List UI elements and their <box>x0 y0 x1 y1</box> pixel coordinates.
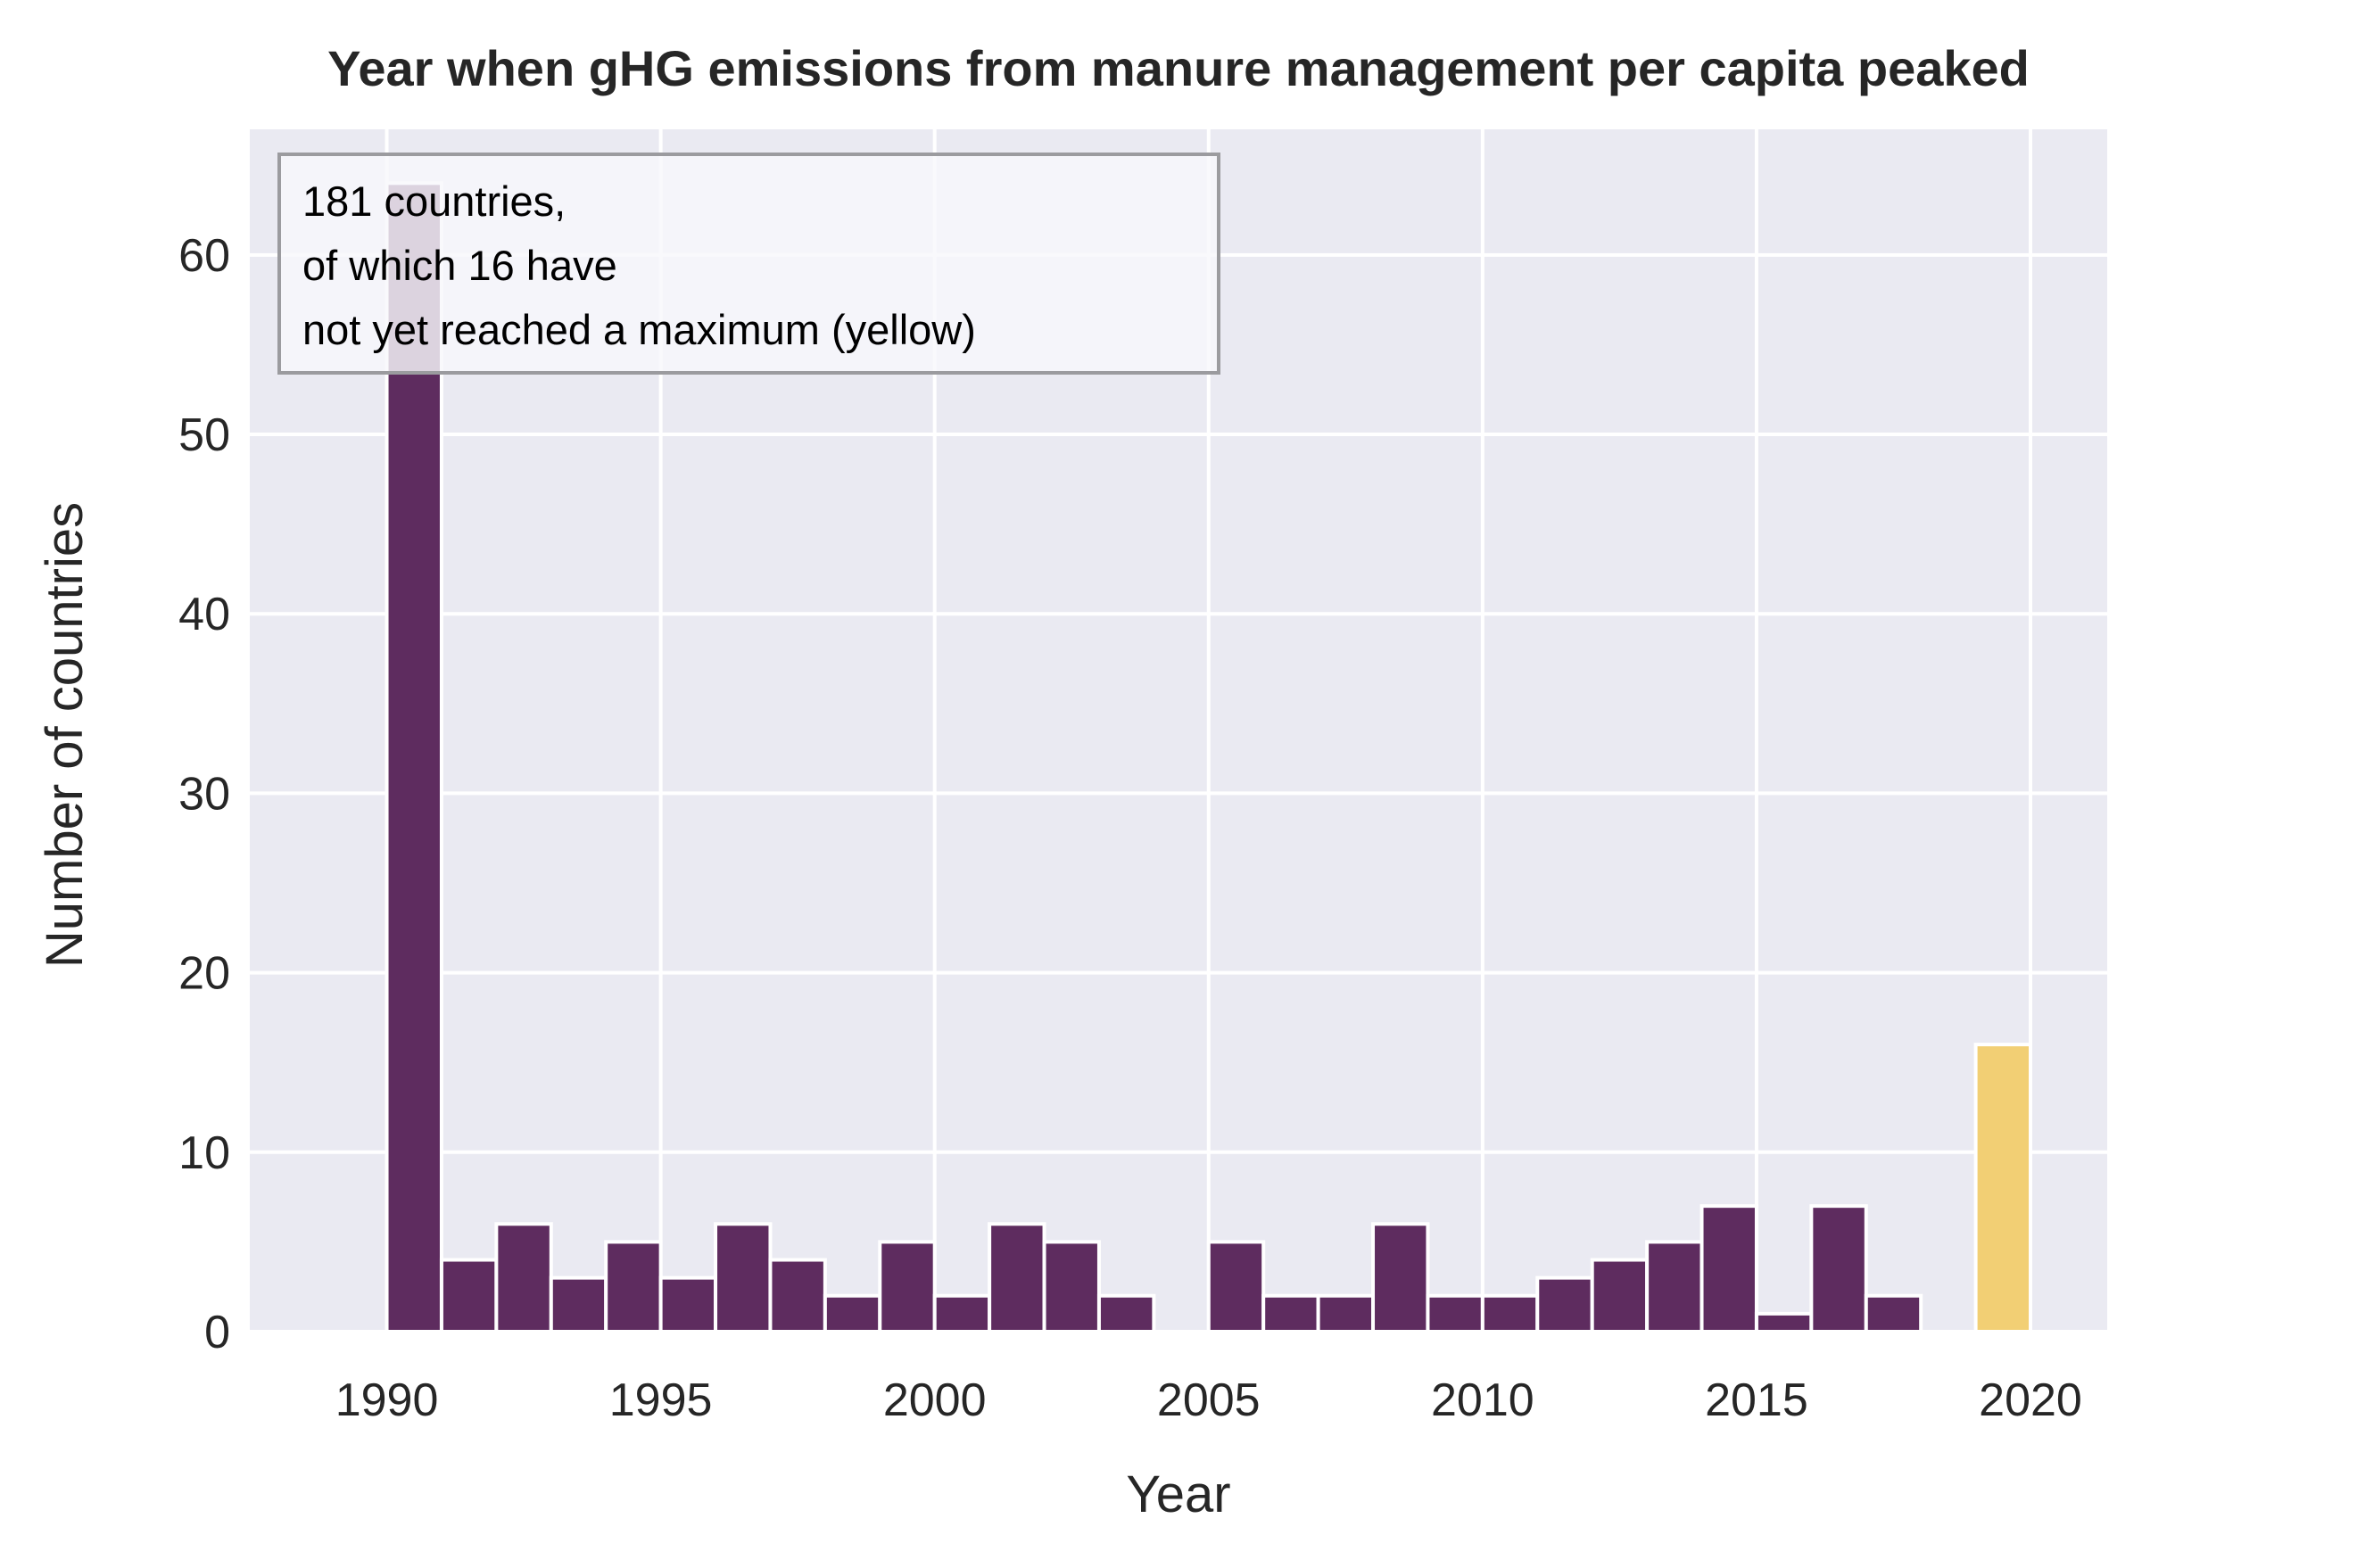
x-axis-label: Year <box>1126 1465 1230 1523</box>
histogram-bar <box>768 1258 827 1333</box>
histogram-bar <box>1809 1204 1868 1333</box>
histogram-bar <box>823 1293 882 1334</box>
x-tick-label: 2005 <box>1157 1374 1261 1426</box>
histogram-bar <box>604 1240 663 1333</box>
y-axis-label: Number of countries <box>36 502 94 968</box>
histogram-bar <box>1480 1293 1540 1334</box>
x-tick-label: 1990 <box>335 1374 439 1426</box>
tick-labels: 0 10 20 30 40 50 60 1990 1995 2000 2005 2010 2015 202… <box>178 230 2082 1426</box>
x-tick-label: 2015 <box>1705 1374 1808 1426</box>
histogram-bar <box>1042 1240 1101 1333</box>
histogram-bar-not-peaked <box>1973 1043 2033 1334</box>
histogram-bar <box>658 1275 718 1334</box>
y-tick-label: 60 <box>178 230 230 282</box>
histogram-bar <box>494 1222 553 1333</box>
annotation-box: 181 countries, of which 16 have not yet … <box>277 153 1220 375</box>
histogram-bar <box>988 1222 1046 1333</box>
histogram-bar <box>1535 1275 1594 1334</box>
chart-title: Year when gHG emissions from manure mana… <box>327 40 2030 96</box>
x-tick-label: 2000 <box>883 1374 987 1426</box>
y-tick-label: 40 <box>178 589 230 640</box>
annotation-line: of which 16 have <box>302 242 617 289</box>
y-tick-label: 0 <box>204 1307 230 1358</box>
histogram-bar <box>1590 1258 1650 1333</box>
x-tick-label: 2010 <box>1431 1374 1534 1426</box>
histogram-bar <box>1096 1293 1156 1334</box>
histogram-bar <box>932 1293 992 1334</box>
histogram-bar <box>1206 1240 1266 1333</box>
histogram-bar <box>1700 1204 1758 1333</box>
histogram-bar <box>1754 1311 1814 1334</box>
histogram-bar <box>439 1258 499 1333</box>
y-tick-label: 50 <box>178 409 230 461</box>
histogram-bar <box>1864 1293 1923 1334</box>
histogram-bar <box>1316 1293 1376 1334</box>
annotation-line: not yet reached a maximum (yellow) <box>302 306 976 353</box>
y-tick-label: 10 <box>178 1127 230 1179</box>
x-tick-label: 2020 <box>1979 1374 2082 1426</box>
annotation-line: 181 countries, <box>302 177 566 225</box>
histogram-bar <box>1371 1222 1430 1333</box>
histogram-bar <box>549 1275 608 1334</box>
histogram-bar <box>1426 1293 1484 1334</box>
histogram-bar <box>1645 1240 1704 1333</box>
histogram-bar <box>878 1240 937 1333</box>
y-tick-label: 20 <box>178 948 230 1000</box>
histogram-bar <box>714 1222 773 1333</box>
histogram-bar <box>1261 1293 1320 1334</box>
x-tick-label: 1995 <box>609 1374 713 1426</box>
y-tick-label: 30 <box>178 768 230 820</box>
